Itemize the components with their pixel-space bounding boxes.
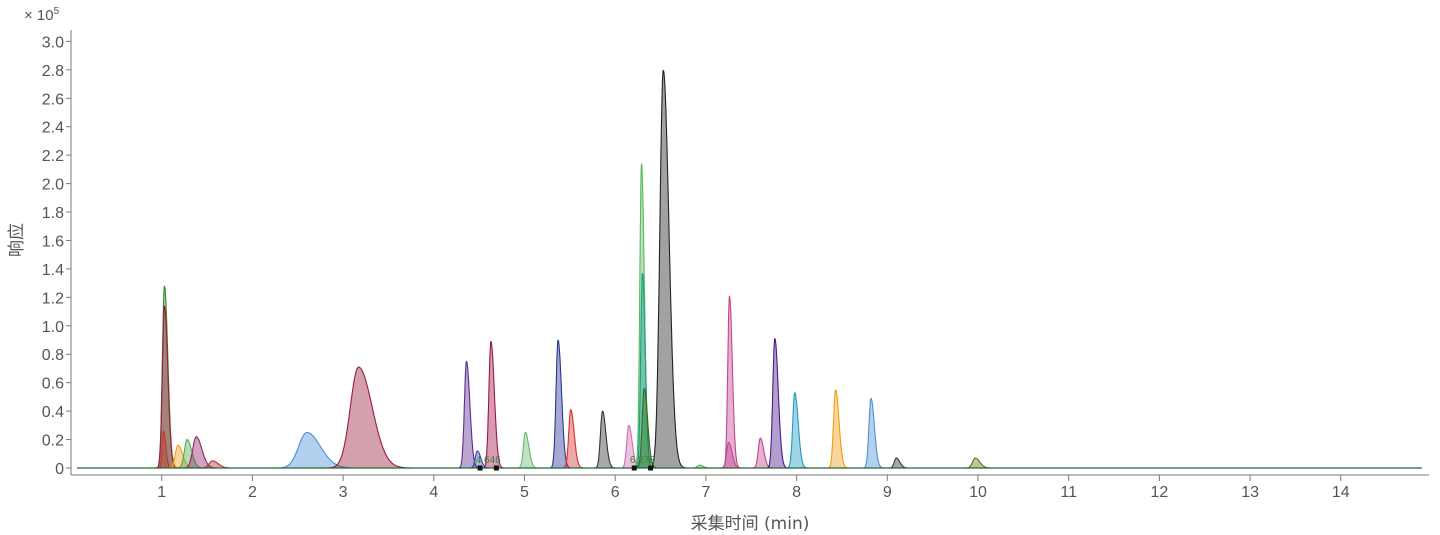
y-tick-label: 0.4 — [42, 404, 64, 421]
x-tick-label: 4 — [429, 484, 438, 501]
y-tick-label: 0.8 — [42, 347, 64, 364]
x-tick-label: 9 — [883, 484, 892, 501]
y-tick-label: 1.8 — [42, 205, 64, 222]
y-tick-label: 1.0 — [42, 319, 64, 336]
chromatogram-peak — [766, 338, 791, 469]
peak-annotations: 4.646 6.278 — [476, 455, 655, 471]
peak-annotation-label: 6.278 — [630, 455, 655, 466]
x-tick-label: 6 — [611, 484, 620, 501]
chromatogram-peak — [722, 295, 743, 469]
y-tick-label: 2.0 — [42, 177, 64, 194]
x-axis-ticks: 1 2 3 4 5 6 7 8 9 10 11 12 13 14 — [157, 475, 1350, 501]
x-tick-label: 13 — [1241, 484, 1259, 501]
y-tick-label: 1.6 — [42, 233, 64, 250]
chromatogram-peak — [786, 392, 811, 469]
chromatogram-peak — [649, 69, 690, 469]
chromatogram-peak — [482, 341, 507, 469]
y-tick-label: 0.2 — [42, 433, 64, 450]
y-tick-label: 1.4 — [42, 262, 64, 279]
x-tick-label: 2 — [248, 484, 257, 501]
y-multiplier-exponent: 5 — [54, 6, 60, 17]
chromatogram-peak — [826, 389, 852, 469]
peak-annotation-label: 4.646 — [476, 455, 501, 466]
integration-marker — [631, 465, 637, 471]
y-tick-label: 1.2 — [42, 290, 64, 307]
y-tick-label: 0 — [55, 461, 64, 478]
chromatogram-peak — [516, 431, 542, 469]
x-axis-title: 采集时间 (min) — [691, 514, 810, 534]
chromatogram-peak — [593, 410, 619, 469]
y-tick-label: 2.2 — [42, 148, 64, 165]
x-tick-label: 7 — [701, 484, 710, 501]
y-tick-label: 2.4 — [42, 120, 64, 137]
integration-marker — [493, 465, 499, 471]
integration-marker — [648, 465, 654, 471]
y-tick-label: 2.6 — [42, 91, 64, 108]
x-tick-label: 5 — [520, 484, 529, 501]
y-tick-label: 3.0 — [42, 34, 64, 51]
peaks-layer — [155, 69, 997, 469]
x-tick-label: 8 — [792, 484, 801, 501]
y-axis-title: 响应 — [7, 223, 27, 257]
chromatogram-peak — [325, 366, 421, 469]
x-tick-label: 1 — [157, 484, 166, 501]
y-tick-label: 0.6 — [42, 376, 64, 393]
x-tick-label: 3 — [339, 484, 348, 501]
x-tick-label: 12 — [1151, 484, 1169, 501]
y-multiplier-base: × 10 — [24, 7, 54, 24]
y-axis-ticks: 0 0.2 0.4 0.6 0.8 1.0 1.2 1.4 1.6 1.8 2.0 2.2 2.4 2.6… — [42, 34, 71, 478]
chromatogram-peak — [862, 397, 887, 469]
x-tick-label: 10 — [969, 484, 987, 501]
integration-marker — [477, 465, 483, 471]
chromatogram-peak — [887, 457, 913, 469]
x-tick-label: 14 — [1332, 484, 1350, 501]
chromatogram-peak — [963, 457, 997, 469]
y-multiplier-label: × 105 — [24, 6, 60, 24]
x-tick-label: 11 — [1060, 484, 1077, 501]
y-tick-label: 2.8 — [42, 63, 64, 80]
